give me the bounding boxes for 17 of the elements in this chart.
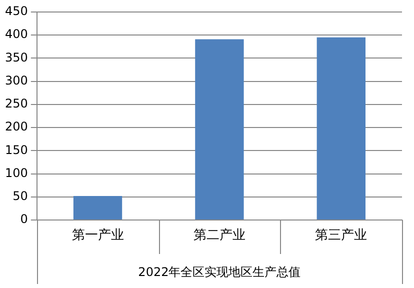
y-tick-label: 50 (12, 189, 28, 204)
y-tick-label: 350 (5, 50, 28, 64)
y-tick-label: 200 (5, 120, 28, 134)
bar (316, 37, 366, 220)
y-tick-label: 0 (20, 212, 28, 226)
y-tick-label: 250 (5, 96, 28, 111)
x-tick-label: 第一产业 (72, 228, 124, 244)
x-axis-title: 2022年全区实现地区生产总值 (138, 264, 301, 279)
y-tick-label: 450 (5, 4, 28, 18)
bar (73, 196, 122, 220)
y-tick-label: 100 (5, 166, 28, 180)
y-tick-label: 150 (5, 142, 28, 157)
x-tick-label: 第二产业 (193, 228, 246, 244)
y-tick-label: 300 (5, 73, 28, 88)
y-tick-label: 400 (5, 27, 28, 42)
bar (195, 39, 244, 220)
x-tick-label: 第三产业 (315, 228, 368, 244)
